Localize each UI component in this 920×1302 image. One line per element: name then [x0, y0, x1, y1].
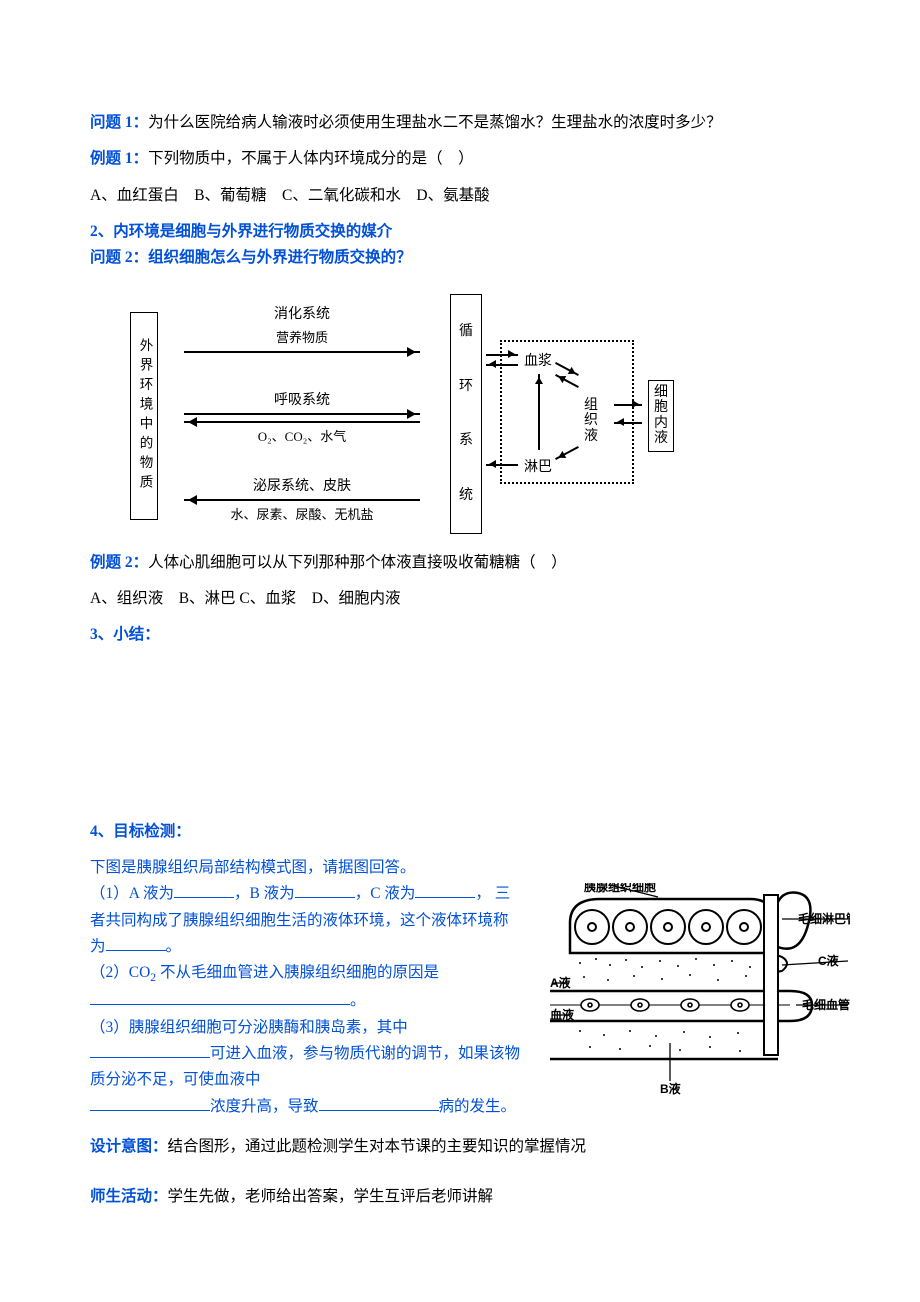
- activity-label: 师生活动：: [90, 1188, 168, 1205]
- gap1: [90, 1120, 830, 1134]
- chk-intro: 下图是胰腺组织局部结构模式图，请据图回答。: [90, 855, 520, 881]
- question-1: 问题 1：为什么医院给病人输液时必须使用生理盐水二不是蒸馏水？生理盐水的浓度时多…: [90, 110, 830, 136]
- blank-substance: [90, 1096, 210, 1111]
- d1-group-excr: 泌尿系统、皮肤 水、尿素、尿酸、无机盐: [174, 478, 430, 526]
- d2-label-b: B液: [660, 1081, 681, 1096]
- d1-g3-sub: 水、尿素、尿酸、无机盐: [174, 504, 430, 526]
- d1-g2-sub: O₂、CO₂、水气: [174, 426, 430, 448]
- q2-label: 问题 2：: [90, 249, 148, 266]
- example-1: 例题 1：下列物质中，不属于人体内环境成分的是（ ）: [90, 146, 830, 172]
- d2-label-cells: 胰腺组织细胞: [584, 883, 656, 894]
- d1-g1-arrow: [184, 351, 420, 353]
- d1-z2: 织: [584, 413, 598, 428]
- chk-p1f: 。: [166, 938, 182, 955]
- d1-g2-top: 呼吸系统: [174, 392, 430, 410]
- chk-p1b: ，B 液为: [234, 885, 295, 902]
- d1-g2-arrow-l: [184, 421, 420, 423]
- example-2: 例题 2：人体心肌细胞可以从下列那种那个体液直接吸收葡糖糖（ ）: [90, 550, 830, 576]
- d1-tissue-fluid: 组 织 液: [584, 398, 598, 444]
- d2-label-c: C液: [818, 953, 839, 968]
- arrow-lymph-plasma: [538, 374, 540, 450]
- e2-label: 例题 2：: [90, 554, 148, 571]
- e2-options: A、组织液 B、淋巴 C、血浆 D、细胞内液: [90, 586, 830, 612]
- d1-z3: 液: [584, 429, 598, 444]
- arrow-tissue-cell: [614, 404, 642, 406]
- chk-p1: （1）A 液为，B 液为，C 液为， 三者共同构成了胰腺组织细胞生活的液体环境，…: [90, 881, 520, 960]
- d2-label-blood-cap: 毛细血管: [802, 997, 850, 1012]
- chk-p3c: 浓度升高，导致: [210, 1098, 319, 1115]
- activity: 师生活动：学生先做，老师给出答案，学生互评后老师讲解: [90, 1184, 830, 1210]
- section-2-title: 2、内环境是细胞与外界进行物质交换的媒介: [90, 219, 830, 245]
- check-text: 下图是胰腺组织局部结构模式图，请据图回答。 （1）A 液为 ，B 液为 ，C 液为 ，…: [90, 855, 520, 1120]
- chk-p3: （3）胰腺组织细胞可分泌胰酶和胰岛素，其中 可进入血液，参与物质代谢的调节，如果…: [90, 1015, 520, 1120]
- arrow-sys-plasma-r: [486, 354, 518, 356]
- e1-label: 例题 1：: [90, 150, 148, 167]
- d2-label-lymph-cap: 毛细淋巴管: [798, 911, 850, 926]
- section-4-title: 4、目标检测：: [90, 819, 830, 845]
- d1-c1: 细: [654, 385, 668, 400]
- e1-options: A、血红蛋白 B、葡萄糖 C、二氧化碳和水 D、氨基酸: [90, 183, 830, 209]
- d1-r2: 系: [459, 429, 473, 453]
- d1-c3: 内: [654, 416, 668, 431]
- d1-left-box: 外界环境中的物质: [130, 312, 158, 520]
- arrow-cell-tissue: [614, 422, 642, 424]
- d1-lymph: 淋巴: [524, 456, 552, 480]
- chk-p2: （2）CO2 不从毛细血管进入胰腺组织细胞的原因是 。: [90, 960, 520, 1014]
- chk-p1c: ，C 液为: [355, 885, 416, 902]
- d1-g1-sub: 营养物质: [174, 327, 430, 349]
- q1-text: 为什么医院给病人输液时必须使用生理盐水二不是蒸馏水？生理盐水的浓度时多少？: [148, 114, 722, 131]
- chk-p3d: 病的发生。: [439, 1098, 517, 1115]
- blank-disease: [319, 1096, 439, 1111]
- section-3-title: 3、小结：: [90, 622, 830, 648]
- check-block: 下图是胰腺组织局部结构模式图，请据图回答。 （1）A 液为 ，B 液为 ，C 液为 ，…: [90, 855, 830, 1120]
- d1-g2-arrow-r: [184, 413, 420, 415]
- d2-label-blood: 血液: [550, 1007, 574, 1022]
- blank-b: [295, 884, 355, 899]
- blank-a: [174, 884, 234, 899]
- d1-dotted-box: [500, 340, 634, 484]
- d1-r3: 统: [459, 484, 473, 508]
- d1-r0: 循: [459, 320, 473, 344]
- q2-text: 组织细胞怎么与外界进行物质交换的？: [148, 249, 412, 266]
- d1-c2: 胞: [654, 400, 668, 415]
- d1-group-digest: 消化系统 营养物质: [174, 306, 430, 355]
- gap2: [90, 1170, 830, 1184]
- arrow-lymph-sys: [486, 464, 518, 466]
- d2-label-a: A液: [550, 975, 571, 990]
- d1-right-box: 循 环 系 统: [450, 294, 482, 534]
- page: 问题 1：为什么医院给病人输液时必须使用生理盐水二不是蒸馏水？生理盐水的浓度时多…: [0, 0, 920, 1281]
- blank-hormone: [90, 1043, 210, 1058]
- question-2: 问题 2：组织细胞怎么与外界进行物质交换的？: [90, 245, 830, 271]
- d1-c4: 液: [654, 431, 668, 446]
- chk-p2a: （2）CO: [90, 964, 150, 981]
- d1-z1: 组: [584, 398, 598, 413]
- chk-p1a: （1）A 液为: [90, 885, 174, 902]
- summary-gap: [90, 659, 830, 819]
- design-intent: 设计意图：结合图形，通过此题检测学生对本节课的主要知识的掌握情况: [90, 1134, 830, 1160]
- d1-g1-top: 消化系统: [174, 306, 430, 324]
- chk-p2b: 不从毛细血管进入胰腺组织细胞的原因是: [156, 964, 439, 981]
- d1-g3-arrow: [184, 499, 420, 501]
- d1-cell-fluid: 细 胞 内 液: [648, 380, 674, 452]
- diagram-exchange: 外界环境中的物质 消化系统 营养物质 呼吸系统 O₂、CO₂、水气 泌尿系统、皮…: [130, 290, 680, 540]
- design-text: 结合图形，通过此题检测学生对本节课的主要知识的掌握情况: [168, 1138, 587, 1155]
- blank-env: [106, 936, 166, 951]
- activity-text: 学生先做，老师给出答案，学生互评后老师讲解: [168, 1188, 494, 1205]
- diagram-pancreas: 胰腺组织细胞 毛细淋巴管 C液 毛细血管 A液 血液 B液: [550, 883, 850, 1103]
- d1-plasma: 血浆: [524, 350, 552, 374]
- e2-text: 人体心肌细胞可以从下列那种那个体液直接吸收葡糖糖（ ）: [148, 554, 567, 571]
- q1-label: 问题 1：: [90, 114, 148, 131]
- d1-group-resp: 呼吸系统 O₂、CO₂、水气: [174, 392, 430, 448]
- e1-text: 下列物质中，不属于人体内环境成分的是（ ）: [148, 150, 474, 167]
- design-label: 设计意图：: [90, 1138, 168, 1155]
- d1-r1: 环: [459, 375, 473, 399]
- chk-p2c: 。: [350, 992, 366, 1009]
- chk-p1d: ，: [475, 885, 491, 902]
- blank-c: [415, 884, 475, 899]
- blank-co2: [90, 990, 350, 1005]
- chk-p3a: （3）胰腺组织细胞可分泌胰酶和胰岛素，其中: [90, 1019, 408, 1036]
- d1-g3-top: 泌尿系统、皮肤: [174, 478, 430, 496]
- arrow-sys-plasma-l: [486, 364, 518, 366]
